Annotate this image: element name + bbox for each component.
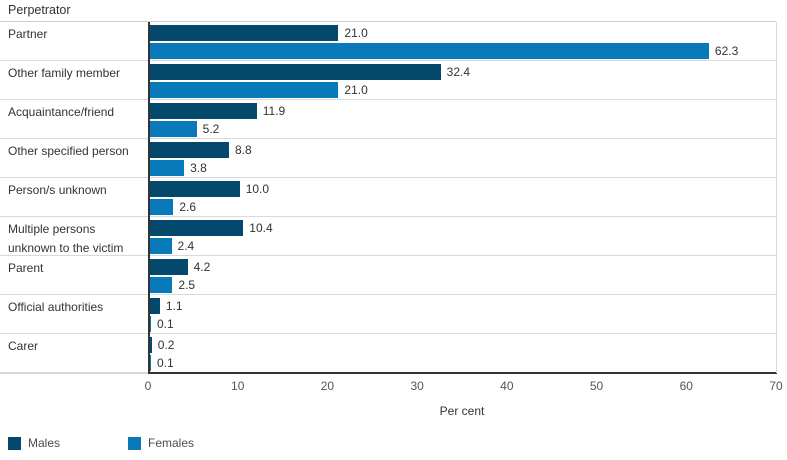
category-row: Carer 0.2 0.1 [0,334,776,373]
males-swatch-icon [8,437,21,450]
x-tick-label: 60 [679,379,693,393]
bar-value-label: 4.2 [193,260,211,274]
category-label: Partner [8,27,48,41]
bar-value-label: 0.1 [157,356,174,370]
bar-females-5[interactable] [150,199,174,215]
category-row: Multiple persons unknown to the victim 10… [0,217,776,256]
x-axis-line [148,372,777,374]
category-row: Parent 4.2 2.5 [0,256,776,295]
bar-females-6[interactable] [150,238,172,254]
category-row: Other family member 32.4 21.0 [0,61,776,100]
category-label: Other specified person [8,144,129,158]
bar-males-9[interactable] [150,337,152,353]
bar-males-5[interactable] [150,181,240,197]
category-row: Other specified person 8.8 3.8 [0,139,776,178]
bar-value-label: 1.1 [165,299,183,313]
bar-females-8[interactable] [150,316,151,332]
x-tick-label: 70 [769,379,783,393]
x-tick-label: 50 [589,379,604,393]
bar-value-label: 2.5 [178,278,196,292]
category-label: Parent [8,261,44,275]
bar-value-label: 11.9 [262,104,286,118]
category-row: Acquaintance/friend 11.9 5.2 [0,100,776,139]
bar-females-3[interactable] [150,121,197,137]
bar-value-label: 2.4 [177,239,195,253]
legend-item-females[interactable]: Females [128,436,238,452]
bar-value-label: 0.2 [157,338,175,352]
category-row: Person/s unknown 10.0 2.6 [0,178,776,217]
bar-value-label: 5.2 [202,122,220,136]
category-label: Official authorities [8,300,104,314]
category-row: Partner 21.0 62.3 [0,22,776,61]
x-axis-baseline-left-segment [0,373,148,374]
category-label: Multiple persons unknown to the victim [8,222,124,255]
x-tick-label: 40 [500,379,514,393]
bar-value-label: 2.6 [179,200,196,214]
y-axis-line [148,22,150,373]
x-tick-label: 20 [320,379,335,393]
x-tick-label: 10 [231,379,245,393]
bar-males-3[interactable] [150,103,257,119]
row-axis-title: Perpetrator [8,3,71,17]
bar-value-label: 10.4 [249,221,273,235]
x-axis-title: Per cent [439,404,485,418]
header-divider [0,21,776,22]
category-label: Acquaintance/friend [8,105,115,119]
bar-value-label: 0.1 [157,317,174,331]
x-tick-label: 30 [410,379,424,393]
bar-females-4[interactable] [150,160,185,176]
bar-value-label: 21.0 [344,83,368,97]
category-row: Official authorities 1.1 0.1 [0,295,776,334]
plot-right-border [776,22,777,373]
bar-females-9[interactable] [150,355,151,371]
bar-males-4[interactable] [150,142,229,158]
bar-males-7[interactable] [150,259,188,275]
bar-males-8[interactable] [150,298,160,314]
legend-label-males: Males [28,436,61,450]
bar-value-label: 10.0 [245,182,270,196]
bar-value-label: 62.3 [714,44,739,58]
legend-item-males[interactable]: Males [8,436,118,452]
bar-females-7[interactable] [150,277,173,293]
bar-value-label: 32.4 [446,65,471,79]
bar-males-1[interactable] [150,25,339,41]
females-swatch-icon [128,437,141,450]
bar-value-label: 3.8 [190,161,207,175]
bar-value-label: 21.0 [344,26,368,40]
bar-males-2[interactable] [150,64,441,80]
bar-females-1[interactable] [150,43,709,59]
category-label: Other family member [8,66,121,80]
bar-females-2[interactable] [150,82,339,98]
bar-value-label: 8.8 [234,143,252,157]
x-tick-label: 0 [144,379,152,393]
bar-males-6[interactable] [150,220,244,236]
category-label: Person/s unknown [8,183,107,197]
legend-label-females: Females [148,436,195,450]
category-label: Carer [8,339,39,353]
